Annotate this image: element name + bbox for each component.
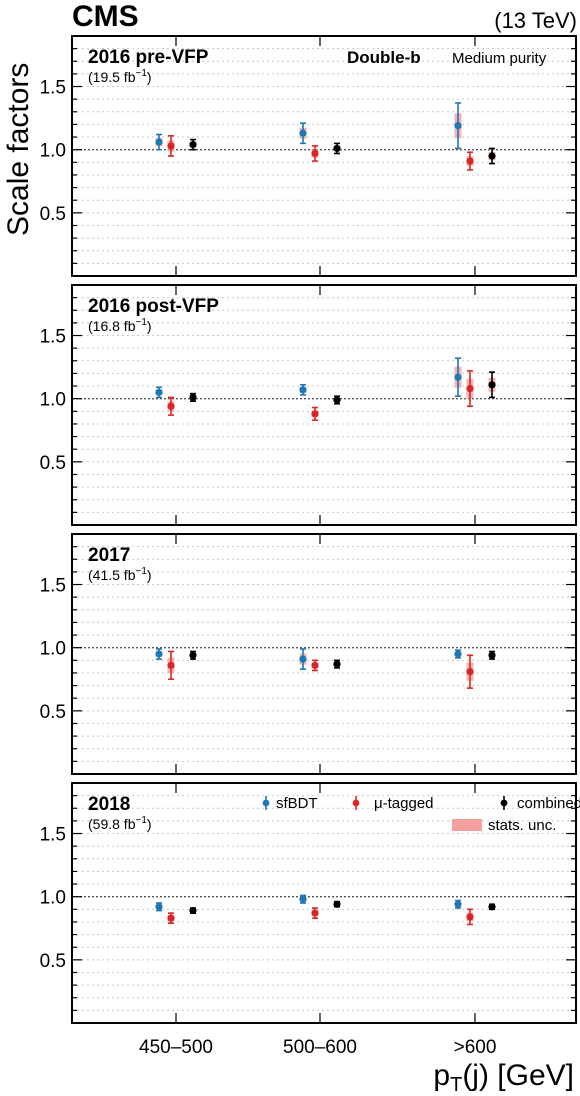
panel-title: 2017 <box>88 545 130 566</box>
category-tag: Medium purity <box>452 50 547 67</box>
data-point <box>488 651 496 659</box>
data-point <box>189 141 197 149</box>
legend-label: sfBDT <box>276 795 318 812</box>
category-tag-bold: Double-b <box>347 48 421 67</box>
data-point <box>454 900 462 908</box>
y-tick-label: 1.5 <box>40 78 66 99</box>
y-tick-label: 0.5 <box>40 951 66 972</box>
panel-0: 0.5 1.0 1.5 2016 pre-VFP(19.5 fb−1) Double-b… <box>40 35 577 277</box>
y-tick-label: 1.0 <box>40 639 66 660</box>
data-point <box>466 668 474 676</box>
data-point <box>167 661 175 669</box>
panel-lumi: (59.8 fb−1) <box>88 815 152 832</box>
data-point <box>155 903 163 911</box>
data-point <box>311 661 319 669</box>
data-point <box>454 373 462 381</box>
legend-band-swatch <box>452 819 482 831</box>
panel-title: 2016 post-VFP <box>88 296 219 317</box>
data-point <box>333 144 341 153</box>
data-point <box>299 895 307 903</box>
panel-frame <box>71 782 577 1024</box>
data-point <box>167 142 175 150</box>
data-point <box>299 386 307 394</box>
data-point <box>189 651 197 659</box>
panel-frame <box>71 35 577 277</box>
panel-2: 0.5 1.0 1.5 2017(41.5 fb−1) <box>40 533 577 775</box>
data-point <box>466 384 474 393</box>
y-tick-label: 1.5 <box>40 825 66 846</box>
data-point <box>155 650 163 658</box>
panels-group: 0.5 1.0 1.5 2016 pre-VFP(19.5 fb−1) Double-b… <box>40 35 580 1058</box>
y-tick-label: 1.5 <box>40 576 66 597</box>
legend-marker <box>262 799 270 807</box>
x-tick-label: 450–500 <box>139 1037 213 1058</box>
legend-marker <box>500 799 508 807</box>
data-point <box>488 903 496 911</box>
legend-band-label: stats. unc. <box>488 817 556 834</box>
data-point <box>466 913 474 921</box>
legend-label: μ-tagged <box>374 795 434 812</box>
y-tick-label: 0.5 <box>40 204 66 225</box>
legend-label: combined <box>517 795 580 812</box>
data-point <box>333 900 341 908</box>
y-tick-label: 0.5 <box>40 702 66 723</box>
x-axis-label: pT(j) [GeV] <box>433 1059 574 1096</box>
panel-frame <box>71 284 577 526</box>
panel-title: 2018 <box>88 794 130 815</box>
data-point <box>333 660 341 668</box>
panel-lumi: (41.5 fb−1) <box>88 566 152 583</box>
panel-3: 0.5 1.0 1.5 2018(59.8 fb−1) sfBDT μ-tagged com… <box>40 782 580 1058</box>
x-tick-label: 500–600 <box>283 1037 357 1058</box>
y-tick-label: 1.0 <box>40 141 66 162</box>
data-point <box>155 138 163 146</box>
y-tick-label: 1.5 <box>40 327 66 348</box>
panel-1: 0.5 1.0 1.5 2016 post-VFP(16.8 fb−1) <box>40 284 577 526</box>
panel-frame <box>71 533 577 775</box>
y-axis-label: Scale factors <box>2 63 35 236</box>
data-point <box>311 410 319 418</box>
data-point <box>311 149 319 158</box>
data-point <box>488 381 496 389</box>
data-point <box>167 914 175 922</box>
data-point <box>299 655 307 663</box>
data-point <box>333 396 341 404</box>
data-point <box>189 906 197 915</box>
experiment-label: CMS <box>72 0 139 33</box>
data-point <box>299 129 307 137</box>
data-point <box>466 157 474 165</box>
panel-lumi: (19.5 fb−1) <box>88 68 152 85</box>
legend-marker <box>352 799 360 807</box>
y-tick-label: 0.5 <box>40 453 66 474</box>
data-point <box>155 388 163 396</box>
energy-label: (13 TeV) <box>494 8 577 33</box>
data-point <box>189 393 197 402</box>
panel-title: 2016 pre-VFP <box>88 47 209 68</box>
data-point <box>454 650 462 658</box>
y-tick-label: 1.0 <box>40 888 66 909</box>
data-point <box>167 402 175 410</box>
data-point <box>488 152 496 160</box>
data-point <box>311 909 319 917</box>
y-tick-label: 1.0 <box>40 390 66 411</box>
x-tick-label: >600 <box>454 1037 497 1058</box>
data-point <box>454 122 462 130</box>
panel-lumi: (16.8 fb−1) <box>88 317 152 334</box>
